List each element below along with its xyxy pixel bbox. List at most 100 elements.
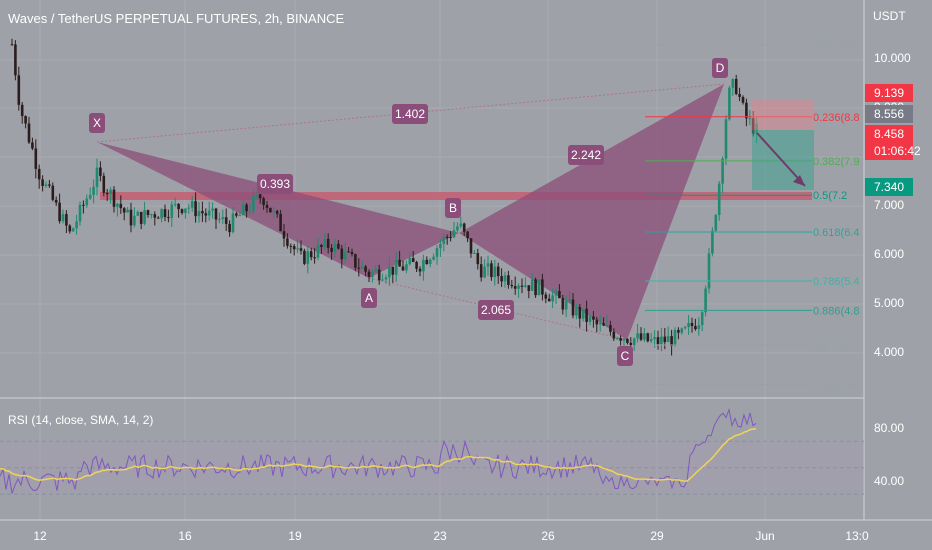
candle-body: [78, 204, 82, 222]
candle-body: [605, 325, 609, 327]
candle-body: [316, 245, 320, 258]
candle-body: [143, 210, 146, 224]
fib-label: 1(4.142): [813, 340, 854, 352]
rsi-pane: 80.00 40.00: [0, 407, 904, 495]
candle-body: [99, 167, 102, 176]
candle-body: [381, 279, 384, 281]
candle-body: [527, 285, 531, 291]
candle-body: [116, 203, 119, 207]
ratio-badge: [568, 145, 604, 165]
candle-body: [241, 204, 245, 216]
fib-label: 0.886(4.8: [813, 305, 859, 317]
candle-body: [745, 102, 748, 119]
candle-body: [163, 209, 167, 218]
candle-body: [347, 251, 350, 253]
candle-body: [214, 208, 218, 220]
candle-body: [167, 217, 170, 219]
time-tick: 16: [178, 529, 192, 543]
candle-body: [354, 254, 357, 268]
candle-body: [133, 215, 136, 226]
candle-body: [588, 316, 592, 322]
time-axis[interactable]: 12 16 19 23 26 29 Jun 13:0: [33, 529, 869, 543]
ratio-badge: [392, 104, 428, 124]
candle-body: [44, 184, 48, 187]
candle-body: [340, 248, 344, 260]
candle-body: [309, 251, 313, 258]
candle-body: [649, 339, 653, 342]
price-badge-label: 01:06:42: [874, 144, 921, 158]
candle-body: [245, 204, 248, 212]
candle-body: [398, 259, 401, 267]
candle-body: [541, 279, 544, 295]
fib-retracement[interactable]: 0(10.265) 0.236(8.8 0.382(7.9 0.5(7.2 0.618(…: [645, 40, 860, 391]
candle-body: [292, 246, 296, 250]
candle-body: [632, 338, 636, 345]
candle-body: [432, 256, 435, 260]
time-tick: 26: [541, 529, 555, 543]
candle-body: [272, 210, 276, 213]
candle-body: [510, 284, 514, 287]
candle-body: [323, 238, 327, 247]
candle-body: [411, 258, 415, 262]
candle-body: [367, 271, 371, 277]
ratio-badge: [478, 300, 514, 320]
rsi-tick: 40.00: [874, 474, 904, 488]
fib-label: 0.5(7.2: [813, 190, 847, 202]
candle-body: [20, 104, 24, 117]
candle-body: [551, 295, 554, 302]
candle-body: [357, 267, 361, 269]
candle-body: [102, 175, 106, 193]
candle-body: [456, 226, 459, 231]
candle-body: [27, 123, 31, 143]
candle-body: [82, 204, 85, 206]
candle-body: [235, 213, 238, 216]
candle-body: [564, 300, 568, 310]
candle-body: [697, 325, 701, 330]
candle-body: [51, 185, 55, 200]
fib-label: 0(10.265): [813, 40, 860, 52]
candle-body: [445, 236, 449, 238]
candle-body: [680, 328, 684, 333]
candle-body: [95, 167, 99, 187]
candle-body: [258, 194, 262, 199]
candle-body: [289, 245, 293, 247]
candle-body: [731, 79, 735, 88]
pattern-labels: X A B C D 1.402 0.393 2.242 2.065: [89, 58, 728, 366]
candle-body: [180, 209, 184, 213]
candle-body: [442, 236, 446, 244]
pattern-point-label: C: [621, 349, 630, 363]
candle-body: [721, 158, 724, 184]
target-arrow-head: [793, 175, 805, 186]
candle-body: [568, 299, 571, 301]
candle-body: [282, 231, 286, 239]
candle-body: [602, 323, 605, 326]
candle-body: [547, 298, 551, 302]
candle-body: [71, 228, 75, 232]
price-badge: [865, 125, 913, 143]
candle-body: [639, 333, 643, 340]
candle-body: [554, 291, 558, 296]
candle-body: [503, 275, 507, 282]
candle-body: [486, 263, 490, 267]
candle-body: [666, 336, 670, 343]
candle-body: [313, 257, 316, 259]
target-arrow: [756, 132, 806, 187]
candle-body: [218, 219, 221, 221]
candle-body: [238, 215, 242, 217]
candle-body: [714, 214, 718, 231]
candle-body: [105, 192, 109, 195]
ratio-line-xb: [96, 83, 725, 143]
pattern-xab-triangle: [97, 142, 459, 278]
time-tick: 29: [650, 529, 664, 543]
candle-body: [65, 214, 68, 226]
candle-body: [435, 248, 439, 257]
candle-body: [231, 213, 235, 233]
candle-body: [663, 336, 667, 343]
candle-body: [207, 210, 211, 216]
time-tick: 12: [33, 529, 47, 543]
ratio-label: 2.065: [481, 303, 511, 317]
candle-body: [252, 196, 255, 211]
candle-body: [371, 271, 374, 277]
candle-body: [160, 209, 163, 219]
